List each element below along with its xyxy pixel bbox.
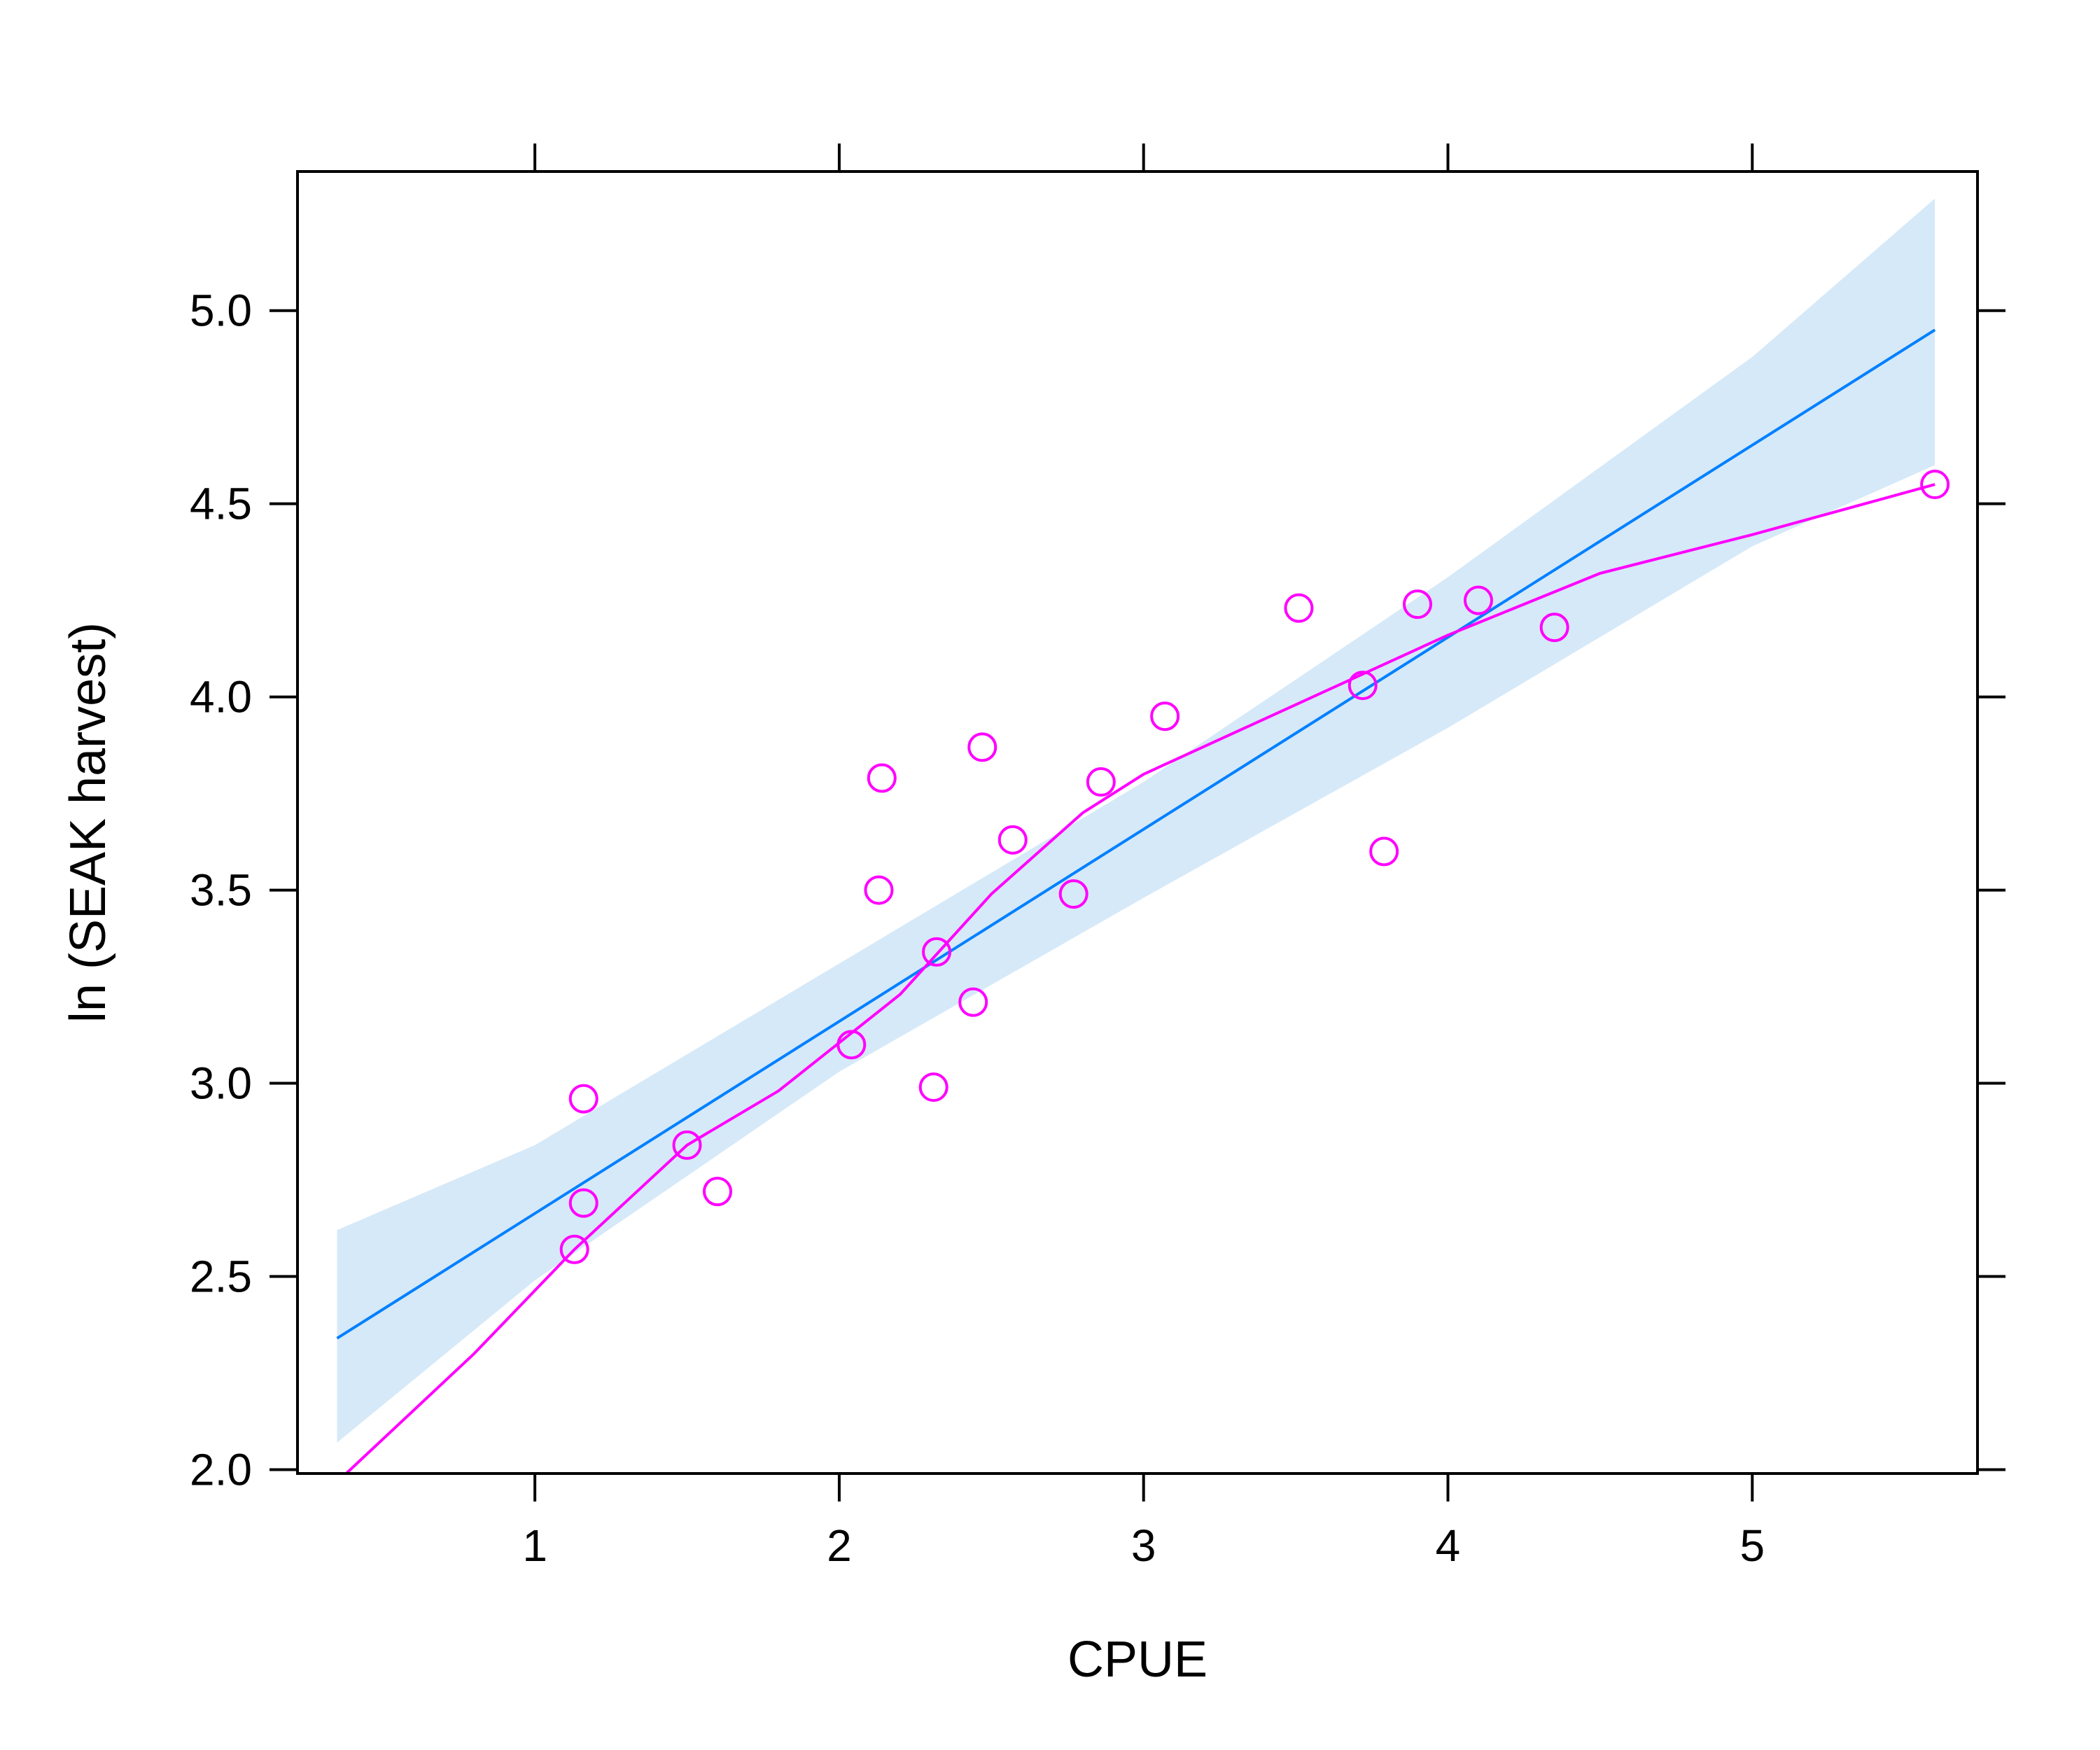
data-point [1348,671,1378,701]
data-point [967,732,997,762]
x-axis-ticks: 1 2 3 4 5 [522,144,1765,1571]
confidence-band-layer [337,198,1935,1443]
line-layer [336,328,1936,1474]
data-point [559,1234,589,1264]
confidence-band [337,198,1935,1443]
y-tick-label: 5.0 [190,286,252,336]
data-point [1058,879,1088,909]
y-tick-label: 2.5 [190,1252,252,1302]
point-layer [559,470,1950,1264]
y-tick-label: 4.5 [190,479,252,529]
x-tick-label: 1 [522,1520,547,1571]
data-point [1150,701,1180,732]
x-tick-label: 3 [1131,1520,1156,1571]
data-point [672,1130,702,1160]
data-point [864,875,894,905]
data-point [1539,612,1569,643]
x-tick-label: 5 [1740,1520,1765,1571]
fit-line [336,328,1936,1340]
x-axis-title: CPUE [1068,1632,1208,1688]
y-axis-ticks: 2.0 2.5 3.0 3.5 4.0 4.5 5.0 [190,286,2005,1494]
y-tick-label: 3.0 [190,1058,252,1109]
data-point [568,1084,598,1114]
data-point [867,763,897,793]
y-axis-title: ln (SEAK harvest) [60,622,116,1023]
plot-frame [296,170,1979,1475]
y-tick-label: 3.5 [190,865,252,916]
data-point [1403,589,1432,620]
data-point [1369,836,1399,867]
data-point [836,1030,867,1060]
data-point [568,1188,598,1218]
data-point [703,1177,732,1207]
y-tick-label: 2.0 [190,1444,252,1494]
data-point [1284,593,1314,623]
y-tick-label: 4.0 [190,672,252,722]
data-point [918,1072,948,1102]
data-point [1086,767,1116,797]
data-point [997,825,1028,855]
data-point [922,937,952,967]
data-point [1920,470,1950,500]
x-tick-label: 4 [1436,1520,1461,1571]
smooth-line [345,483,1935,1474]
x-tick-label: 2 [827,1520,852,1571]
data-point [1463,585,1493,615]
data-point [958,987,988,1017]
